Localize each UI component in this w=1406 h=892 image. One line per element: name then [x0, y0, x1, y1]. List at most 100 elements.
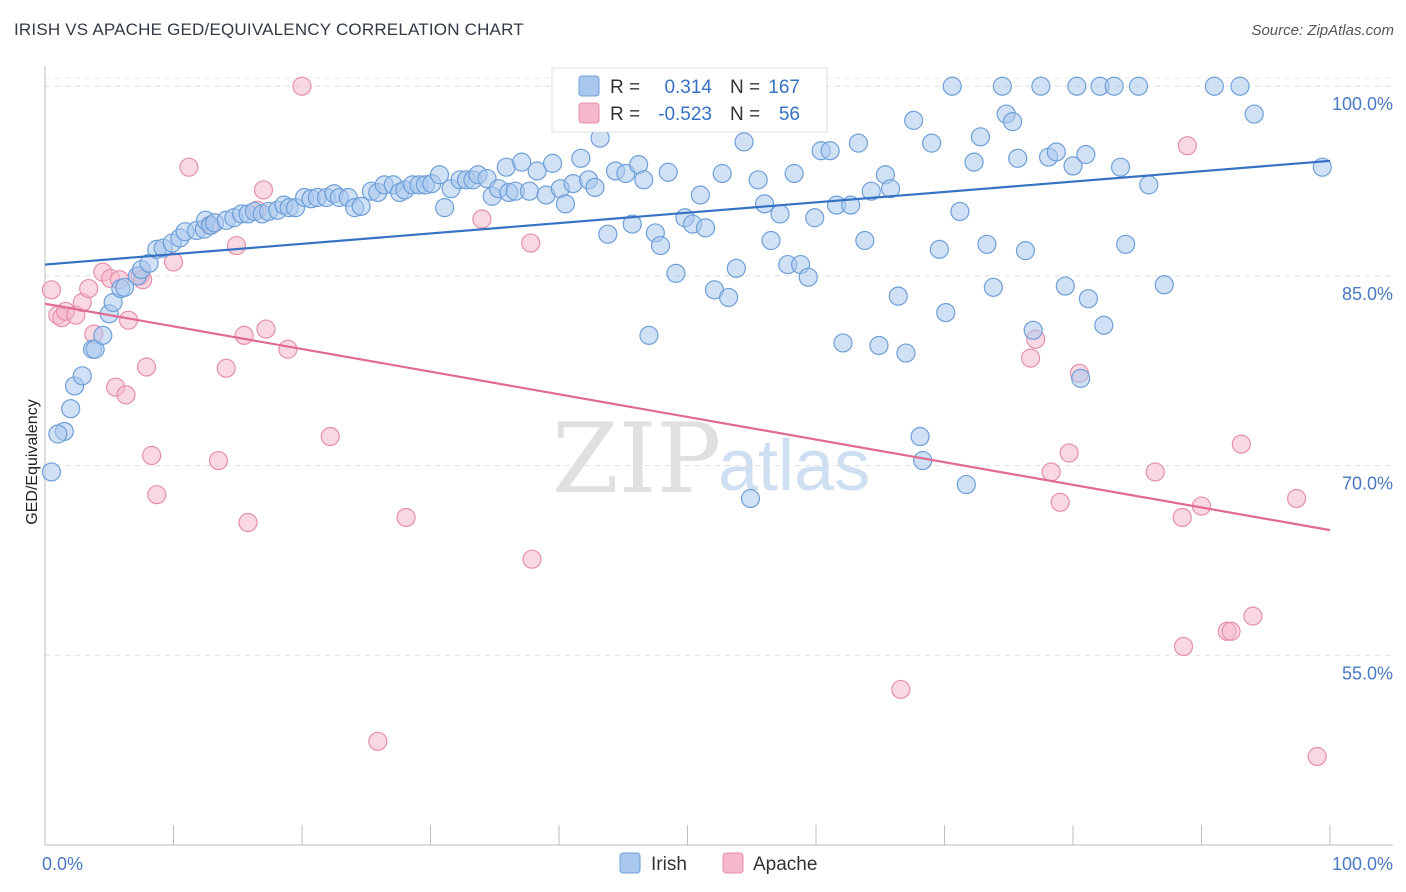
apache-point [147, 485, 167, 505]
irish-point [784, 163, 804, 184]
apache-point [1050, 492, 1070, 512]
irish-point [910, 426, 930, 447]
apache-point [136, 357, 157, 377]
y-tick-label: 100.0% [1332, 94, 1393, 114]
irish-point [435, 198, 455, 218]
irish-point [992, 76, 1012, 96]
stats-legend: R = 0.314 N = 167 R = -0.523 N = 56 [551, 67, 828, 133]
irish-point [622, 214, 642, 234]
irish-point [956, 474, 976, 495]
irish-point [512, 152, 532, 172]
y-tick-label: 70.0% [1342, 474, 1393, 494]
irish-point [833, 333, 853, 353]
irish-point [1067, 76, 1087, 96]
chart-title: IRISH VS APACHE GED/EQUIVALENCY CORRELAT… [14, 20, 524, 39]
source-credit: Source: ZipAtlas.com [1251, 22, 1394, 39]
apache-point [891, 679, 911, 700]
apache-point [216, 358, 236, 378]
irish-n-label: N = [730, 77, 760, 98]
apache-points [41, 76, 1327, 767]
apache-point [278, 339, 298, 359]
apache-point [253, 180, 274, 200]
apache-point [1145, 462, 1165, 482]
irish-point [896, 343, 916, 363]
apache-point [521, 233, 541, 253]
irish-point [761, 230, 781, 251]
irish-point [712, 163, 732, 184]
irish-point [1110, 157, 1131, 177]
irish-trend-line [44, 159, 1331, 266]
irish-point [639, 325, 659, 345]
irish-point [542, 153, 563, 173]
irish-point [936, 302, 956, 323]
apache-point [163, 252, 184, 272]
irish-point [798, 267, 818, 287]
irish-r-value: 0.314 [664, 77, 712, 98]
irish-point [880, 179, 901, 199]
apache-n-value: 56 [779, 104, 800, 125]
irish-point [1023, 320, 1043, 340]
irish-point [1015, 241, 1036, 261]
irish-legend-swatch [578, 75, 600, 97]
irish-point [351, 196, 371, 216]
x-axis-ticks [44, 825, 1331, 845]
apache-point [142, 445, 162, 466]
apache-bottom-swatch [722, 852, 744, 874]
apache-point [256, 319, 276, 339]
watermark-zip: ZIP [552, 403, 721, 515]
y-tick-label: 85.0% [1342, 284, 1393, 304]
irish-bottom-swatch [619, 852, 641, 874]
irish-point [754, 194, 775, 214]
irish-r-label: R = [610, 77, 640, 98]
irish-point [740, 488, 761, 509]
apache-point [368, 731, 388, 751]
x-tick-label-min: 0.0% [42, 854, 83, 874]
irish-point [1031, 76, 1051, 96]
irish-point [869, 335, 889, 356]
irish-point [1055, 276, 1075, 296]
irish-point [1204, 76, 1224, 96]
irish-points [41, 76, 1332, 509]
irish-point [585, 177, 605, 198]
apache-point [1177, 136, 1197, 156]
irish-point [977, 234, 997, 254]
irish-point [571, 148, 591, 168]
apache-point [79, 278, 99, 299]
irish-point [964, 152, 984, 172]
irish-point [666, 263, 686, 283]
x-tick-label-max: 100.0% [1332, 854, 1393, 874]
irish-point [555, 194, 576, 214]
apache-r-label: R = [610, 104, 640, 125]
irish-point [726, 258, 746, 278]
apache-point [238, 512, 258, 533]
irish-point [861, 181, 881, 201]
apache-point [396, 507, 416, 528]
apache-point [179, 157, 199, 177]
apache-point [116, 385, 136, 405]
irish-point [1244, 104, 1264, 124]
irish-point [1071, 368, 1091, 388]
apache-point [1307, 746, 1327, 767]
irish-point [1063, 156, 1083, 176]
irish-point [1076, 144, 1096, 165]
apache-point [1172, 507, 1192, 528]
irish-point [1078, 289, 1099, 309]
apache-legend-label: Apache [753, 854, 817, 875]
irish-point [658, 162, 678, 182]
irish-point [519, 181, 540, 201]
irish-point [72, 366, 92, 386]
irish-point [1008, 148, 1028, 168]
apache-point [1059, 443, 1079, 463]
irish-point [942, 76, 962, 96]
apache-trend-line [44, 302, 1331, 532]
irish-point [950, 201, 970, 222]
irish-point [115, 277, 135, 297]
irish-point [983, 277, 1003, 297]
irish-point [695, 218, 716, 238]
irish-point [429, 165, 450, 185]
irish-point [598, 224, 618, 244]
apache-r-value: -0.523 [658, 104, 712, 125]
apache-point [320, 426, 340, 447]
apache-point [522, 549, 542, 569]
